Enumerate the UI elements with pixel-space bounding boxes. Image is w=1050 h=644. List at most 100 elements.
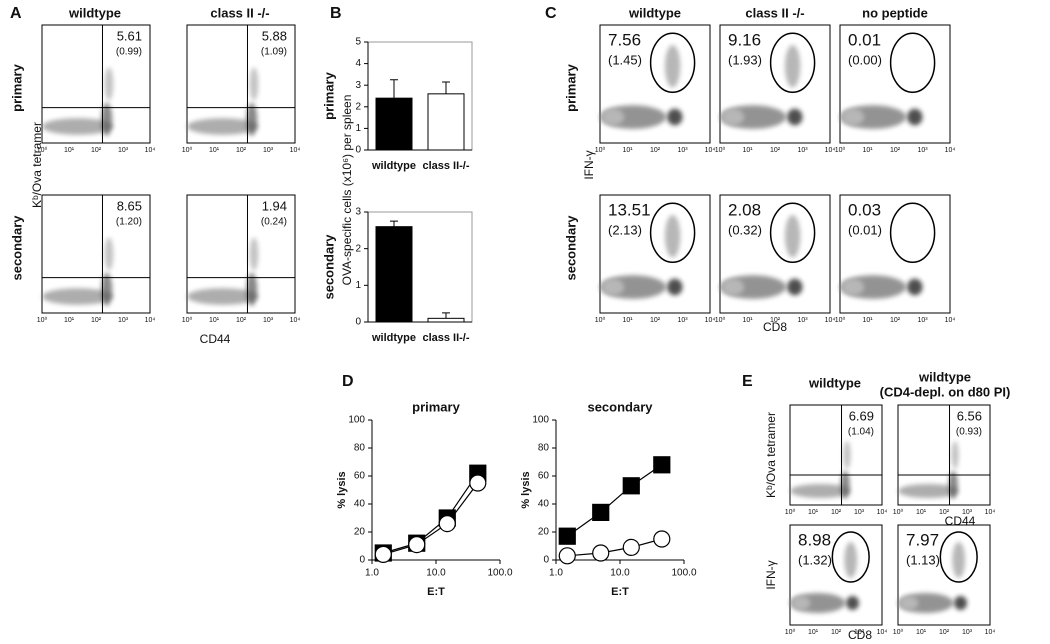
- axis-label: Kᵇ/Ova tetramer: [30, 122, 44, 208]
- y-tick-label: 40: [354, 499, 366, 510]
- count: (1.45): [608, 52, 642, 67]
- y-tick-label: 3: [355, 80, 361, 91]
- y-tick-label: 2: [355, 243, 361, 254]
- density: [722, 278, 745, 296]
- flow-tick-label: 10¹: [622, 147, 633, 154]
- x-tick-label: 100.0: [487, 568, 512, 579]
- gate: [889, 202, 936, 264]
- marker: [438, 514, 456, 533]
- row-label: primary: [321, 71, 336, 119]
- count: (1.20): [116, 217, 142, 228]
- column-header: class II -/-: [745, 5, 804, 20]
- bar: [427, 317, 465, 323]
- x-tick-label: 10.0: [426, 568, 446, 579]
- percentage: 0.01: [848, 30, 881, 49]
- flow-tick-label: 10⁴: [705, 147, 716, 154]
- percentage: 6.69: [849, 408, 874, 423]
- flow-tick-label: 10¹: [209, 317, 220, 324]
- flow-tick-label: 10¹: [209, 147, 220, 154]
- line: [383, 472, 479, 554]
- flow-tick-label: 10¹: [916, 509, 927, 516]
- marker: [469, 474, 487, 492]
- axis-label: % lysis: [520, 471, 532, 508]
- flow-tick-label: 10²: [91, 147, 102, 154]
- line: [566, 464, 663, 537]
- flow-tick-label: 10²: [939, 629, 950, 636]
- column-header: wildtype: [918, 369, 971, 384]
- density: [249, 67, 259, 101]
- column-header: class II -/-: [210, 5, 269, 20]
- flow-tick-label: 10⁰: [37, 316, 48, 324]
- x-tick-label: wildtype: [371, 332, 416, 344]
- axis-label: Kᵇ/Ova tetramer: [764, 412, 778, 498]
- flow-tick-label: 10⁰: [182, 146, 193, 154]
- axis-label: CD44: [200, 332, 231, 346]
- y-tick-label: 0: [543, 555, 549, 566]
- y-tick-label: 60: [354, 471, 366, 482]
- gate: [649, 202, 696, 264]
- flow-tick-label: 10¹: [808, 629, 819, 636]
- density: [790, 484, 851, 498]
- count: (2.13): [608, 222, 642, 237]
- gate: [769, 32, 816, 94]
- flow-tick-label: 10²: [939, 509, 950, 516]
- panel-label: C: [545, 5, 557, 22]
- column-header: (CD4-depl. on d80 PI): [880, 384, 1011, 399]
- panel-label: D: [342, 373, 354, 390]
- percentage: 8.65: [117, 198, 142, 213]
- flow-tick-label: 10⁴: [825, 147, 836, 154]
- y-tick-label: 1: [355, 123, 361, 134]
- error-bar: [442, 312, 450, 319]
- x-tick-label: 1.0: [365, 568, 379, 579]
- flow-tick-label: 10²: [831, 629, 842, 636]
- flow-tick-label: 10¹: [742, 317, 753, 324]
- density: [948, 471, 958, 499]
- axis-label: OVA-specific cells (x10⁶) per spleen: [340, 95, 354, 286]
- count: (0.00): [848, 52, 882, 67]
- density: [42, 118, 114, 135]
- flow-tick-label: 10⁴: [877, 629, 888, 636]
- marker: [592, 544, 610, 562]
- line: [383, 482, 479, 555]
- percentage: 2.08: [728, 200, 761, 219]
- y-tick-label: 100: [348, 415, 365, 426]
- density: [104, 237, 114, 271]
- error-bar: [442, 81, 450, 94]
- density: [791, 596, 811, 610]
- density: [787, 108, 803, 126]
- y-tick-label: 0: [359, 555, 365, 566]
- gate: [649, 32, 696, 94]
- flow-tick-label: 10⁰: [893, 508, 904, 516]
- flow-tick-label: 10²: [770, 317, 781, 324]
- count: (1.32): [798, 552, 832, 567]
- flow-tick-label: 10¹: [742, 147, 753, 154]
- percentage: 6.56: [957, 408, 982, 423]
- flow-tick-label: 10²: [890, 147, 901, 154]
- count: (0.93): [956, 427, 982, 438]
- axis-label: secondary: [563, 215, 578, 281]
- gate: [769, 202, 816, 264]
- marker: [408, 535, 426, 554]
- flow-tick-label: 10⁴: [290, 317, 301, 324]
- density: [246, 272, 258, 306]
- bar: [375, 97, 413, 151]
- flow-tick-label: 10³: [263, 147, 274, 154]
- flow-tick-label: 10¹: [64, 317, 75, 324]
- percentage: 7.97: [906, 530, 939, 549]
- density: [787, 278, 803, 296]
- count: (1.13): [906, 552, 940, 567]
- flow-tick-label: 10¹: [64, 147, 75, 154]
- count: (0.01): [848, 222, 882, 237]
- flow-tick-label: 10²: [236, 317, 247, 324]
- x-tick-label: wildtype: [371, 160, 416, 172]
- axis-label: CD8: [763, 320, 787, 334]
- flow-tick-label: 10⁴: [705, 317, 716, 324]
- density: [101, 102, 113, 136]
- bar: [375, 226, 413, 323]
- density: [101, 272, 113, 306]
- panel-label: A: [10, 5, 22, 22]
- y-tick-label: 0: [355, 145, 361, 156]
- axis-label: IFN-γ: [582, 150, 596, 179]
- column-header: wildtype: [808, 375, 861, 390]
- flow-tick-label: 10¹: [916, 629, 927, 636]
